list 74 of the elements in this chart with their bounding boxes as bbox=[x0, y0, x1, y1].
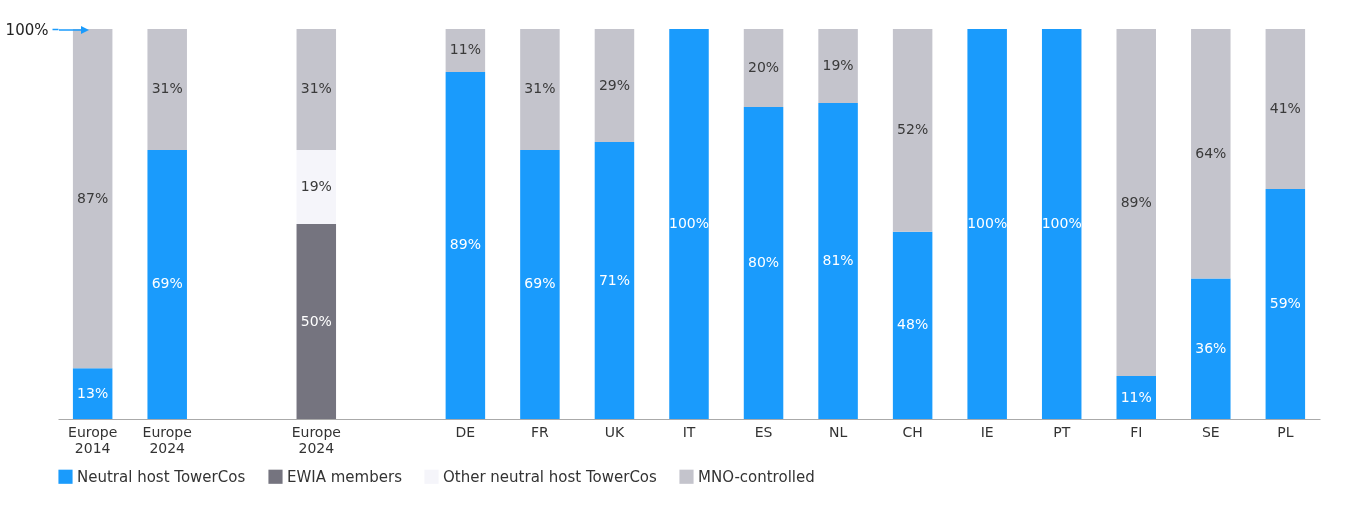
data-label: 31% bbox=[151, 80, 183, 97]
x-tick-label: IT bbox=[682, 423, 696, 440]
x-tick-label: Europe 2024 bbox=[142, 423, 192, 456]
bar bbox=[520, 29, 560, 150]
bar bbox=[1265, 29, 1306, 189]
data-label: 36% bbox=[1195, 339, 1227, 356]
x-tick-label: FI bbox=[1130, 423, 1143, 440]
data-label: 69% bbox=[151, 275, 183, 292]
bar bbox=[1116, 376, 1157, 419]
x-tick-label: NL bbox=[828, 423, 848, 440]
bar bbox=[1191, 278, 1231, 419]
data-label: 13% bbox=[77, 384, 109, 401]
data-label: 89% bbox=[1120, 193, 1152, 210]
bar bbox=[743, 29, 784, 107]
x-tick-label: ES bbox=[754, 423, 773, 440]
data-label: 69% bbox=[524, 275, 556, 292]
bar bbox=[1265, 188, 1306, 419]
data-label: 11% bbox=[449, 41, 481, 58]
bar bbox=[1191, 29, 1231, 279]
data-label: 29% bbox=[598, 76, 631, 93]
data-label: 31% bbox=[524, 80, 556, 97]
bar bbox=[296, 29, 337, 150]
data-label: 64% bbox=[1195, 144, 1227, 161]
bar bbox=[669, 29, 709, 419]
data-label: 100% bbox=[967, 215, 1008, 231]
bar bbox=[147, 29, 187, 150]
x-tick-label: SE bbox=[1201, 423, 1220, 440]
bar bbox=[520, 149, 560, 419]
bar bbox=[818, 29, 858, 104]
data-label: 59% bbox=[1269, 294, 1301, 311]
data-label: 81% bbox=[822, 252, 854, 269]
x-tick-label: CH bbox=[902, 423, 923, 440]
data-label: 87% bbox=[77, 189, 109, 206]
x-tick-label: PT bbox=[1053, 423, 1071, 440]
x-tick-label: DE bbox=[455, 423, 476, 440]
data-label: 100% bbox=[668, 215, 710, 231]
bar bbox=[1041, 29, 1082, 419]
bar bbox=[296, 149, 337, 224]
legend-label: Neutral host TowerCos bbox=[77, 467, 246, 486]
x-tick-label: PL bbox=[1277, 423, 1294, 440]
bar bbox=[296, 224, 337, 419]
data-label: 19% bbox=[300, 177, 332, 194]
data-label: 20% bbox=[747, 59, 780, 75]
bar bbox=[892, 231, 933, 419]
data-label: 50% bbox=[300, 312, 332, 329]
bar bbox=[743, 107, 784, 419]
x-tick-label: Europe 2014 bbox=[68, 423, 118, 456]
x-tick-label: Europe 2024 bbox=[291, 423, 341, 456]
data-label: 11% bbox=[1120, 388, 1152, 405]
bar bbox=[594, 29, 635, 143]
bar bbox=[147, 149, 187, 419]
x-tick-label: IE bbox=[980, 423, 994, 440]
bar bbox=[72, 29, 113, 369]
legend-label: Other neutral host TowerCos bbox=[443, 467, 658, 486]
data-label: 52% bbox=[897, 121, 929, 138]
data-label: 100% bbox=[1041, 215, 1082, 231]
bar bbox=[594, 142, 635, 419]
data-label: 89% bbox=[449, 236, 481, 253]
data-label: 71% bbox=[598, 271, 631, 288]
legend-label: EWIA members bbox=[287, 467, 403, 486]
data-label: 48% bbox=[897, 316, 929, 333]
bar bbox=[892, 29, 933, 232]
data-label: 80% bbox=[747, 254, 780, 270]
data-label: 41% bbox=[1269, 99, 1301, 116]
bar bbox=[1116, 29, 1157, 377]
bar bbox=[967, 29, 1007, 419]
data-label: 19% bbox=[822, 57, 854, 74]
x-tick-label: FR bbox=[531, 423, 550, 440]
legend-label: MNO-controlled bbox=[698, 467, 815, 486]
bar bbox=[445, 71, 486, 419]
x-tick-label: UK bbox=[604, 423, 625, 440]
bar bbox=[72, 368, 113, 419]
data-label: 31% bbox=[300, 80, 332, 97]
bar bbox=[818, 103, 858, 419]
